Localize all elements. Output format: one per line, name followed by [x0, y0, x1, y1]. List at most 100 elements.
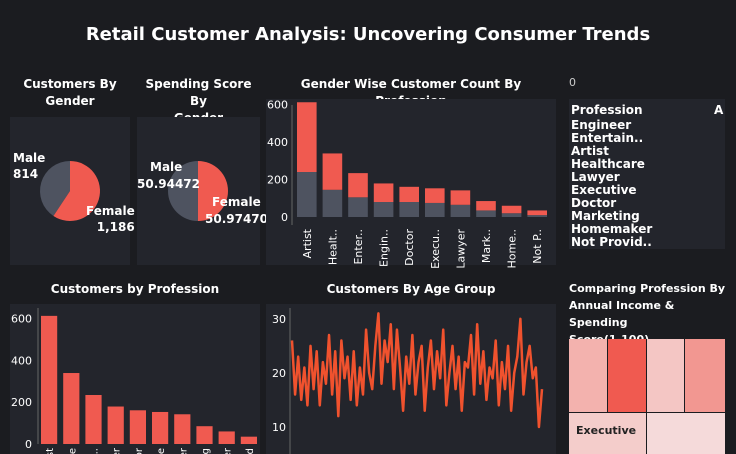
treemap-label-executive: Executive — [576, 424, 636, 437]
legend-header-second[interactable]: A — [714, 103, 724, 117]
bar-female — [501, 205, 522, 214]
x-tick-label: Enter.. — [352, 229, 365, 265]
age-chart-title: Customers By Age Group — [326, 282, 496, 296]
x-tick-label: Doctor — [403, 229, 416, 266]
legend-list: Engineer Entertain.. Artist Healthcare Lawye… — [571, 119, 652, 249]
x-tick-label: er — [112, 447, 123, 454]
spending-female-name: Female — [212, 195, 261, 209]
x-tick-label: ... — [90, 448, 101, 454]
x-tick-label: ed — [245, 448, 256, 454]
x-tick-label: Execu.. — [429, 229, 442, 269]
age-line-series — [290, 312, 544, 429]
profession-bar — [129, 410, 146, 444]
y-tick-label: 400 — [11, 354, 32, 367]
profession-bar — [218, 431, 235, 444]
y-tick-label: 200 — [11, 396, 32, 409]
bar-female — [450, 190, 471, 205]
bar-male — [399, 202, 419, 217]
y-tick-label: 600 — [267, 99, 288, 112]
bar-male — [425, 202, 445, 217]
x-tick-label: Engin.. — [378, 229, 391, 267]
legend-item[interactable]: Marketing — [571, 209, 640, 223]
bar-male — [297, 172, 317, 217]
treemap-cell — [647, 339, 684, 412]
bar-female — [373, 183, 394, 202]
legend-item[interactable]: Lawyer — [571, 170, 620, 184]
profession-legend: Profession A Engineer Entertain.. Artist He… — [569, 99, 725, 249]
bar-female — [425, 188, 445, 203]
pie-slice-female[interactable] — [197, 161, 229, 221]
bar-male — [527, 215, 547, 217]
legend-item[interactable]: Artist — [571, 144, 609, 158]
treemap-title-line2: Annual Income & Spending — [569, 299, 675, 329]
profession-bar-chart[interactable]: 0 200 400 600 st re... er or ve er ng er ed — [10, 304, 260, 454]
bar-female — [399, 186, 419, 202]
treemap-title-line1: Comparing Profession By — [569, 282, 726, 295]
gender-male-value: 814 — [13, 167, 39, 181]
x-tick-label: Artist — [301, 228, 314, 258]
x-tick-label: ng — [201, 448, 212, 454]
gender-female-value: 1,186 — [96, 220, 135, 234]
profession-bar — [240, 436, 257, 444]
legend-item[interactable]: Healthcare — [571, 157, 645, 171]
gender-panel: Male 814 Female 1,186 — [10, 117, 135, 265]
treemap-panel: Executive — [569, 339, 725, 454]
legend-item[interactable]: Engineer — [571, 118, 632, 132]
stacked-bar-chart[interactable]: 0 200 400 600 Artist Healt.. Enter.. Engin.. Doc… — [266, 99, 556, 269]
profession-bar — [41, 315, 58, 444]
spending-male-name: Male — [150, 160, 183, 174]
profession-bar — [152, 411, 169, 444]
pie-slice-male[interactable] — [39, 161, 70, 217]
x-tick-label: st — [45, 448, 56, 454]
x-tick-label: Lawyer — [454, 229, 467, 269]
profession-bar — [85, 395, 102, 444]
bar-male — [348, 197, 368, 217]
spending-pie[interactable] — [137, 117, 260, 265]
x-tick-label: Mark.. — [480, 229, 493, 263]
legend-item[interactable]: Homemaker — [571, 222, 653, 236]
age-line-chart[interactable]: 10 20 30 — [266, 304, 556, 454]
treemap-chart[interactable]: Executive — [569, 339, 725, 454]
bar-female — [527, 210, 547, 216]
treemap-title: Comparing Profession By Annual Income & … — [569, 280, 729, 348]
x-tick-label: Healt.. — [326, 229, 339, 265]
gender-male-label: Male 814 — [13, 150, 45, 182]
profession-bar — [107, 406, 124, 444]
legend-item[interactable]: Doctor — [571, 196, 617, 210]
bar-male — [476, 210, 496, 217]
treemap-cell — [569, 413, 646, 454]
treemap-cell — [608, 339, 646, 412]
legend-header-profession[interactable]: Profession — [571, 103, 643, 117]
legend-item[interactable]: Executive — [571, 183, 637, 197]
bar-female — [322, 153, 343, 190]
treemap-cell — [647, 413, 725, 454]
spending-panel: Male 50.94472 Female 50.97470 — [137, 117, 268, 265]
gender-male-name: Male — [13, 151, 46, 165]
bar-female — [348, 173, 368, 198]
pie-slice-male[interactable] — [168, 161, 198, 221]
bar-male — [373, 202, 394, 217]
bar-female — [297, 102, 317, 172]
y-tick-label: 600 — [11, 312, 32, 325]
gender-pie[interactable] — [10, 117, 130, 265]
y-tick-label: 0 — [25, 438, 32, 451]
dashboard-title: Retail Customer Analysis: Uncovering Con… — [85, 24, 651, 45]
pie-slice-female[interactable] — [53, 161, 100, 221]
profession-panel: 0 200 400 600 st re... er or ve er ng er ed — [10, 304, 260, 454]
y-tick-label: 10 — [272, 421, 286, 434]
legend-item[interactable]: Entertain.. — [571, 131, 644, 145]
gender-title-line2: Gender — [45, 94, 95, 108]
gender-female-label: Female 1,186 — [86, 203, 135, 235]
y-tick-label: 30 — [272, 313, 286, 326]
x-tick-label: Home.. — [506, 229, 519, 268]
x-tick-label: Not P.. — [531, 229, 544, 264]
x-tick-label: ve — [156, 448, 167, 454]
profession-chart-title: Customers by Profession — [50, 282, 220, 296]
legend-item[interactable]: Not Provid.. — [571, 235, 652, 249]
y-tick-label: 0 — [281, 211, 288, 224]
bar-male — [450, 204, 471, 217]
x-tick-label: or — [134, 447, 145, 454]
bar-male — [322, 189, 343, 217]
y-tick-label: 400 — [267, 136, 288, 149]
treemap-cell — [685, 339, 725, 412]
